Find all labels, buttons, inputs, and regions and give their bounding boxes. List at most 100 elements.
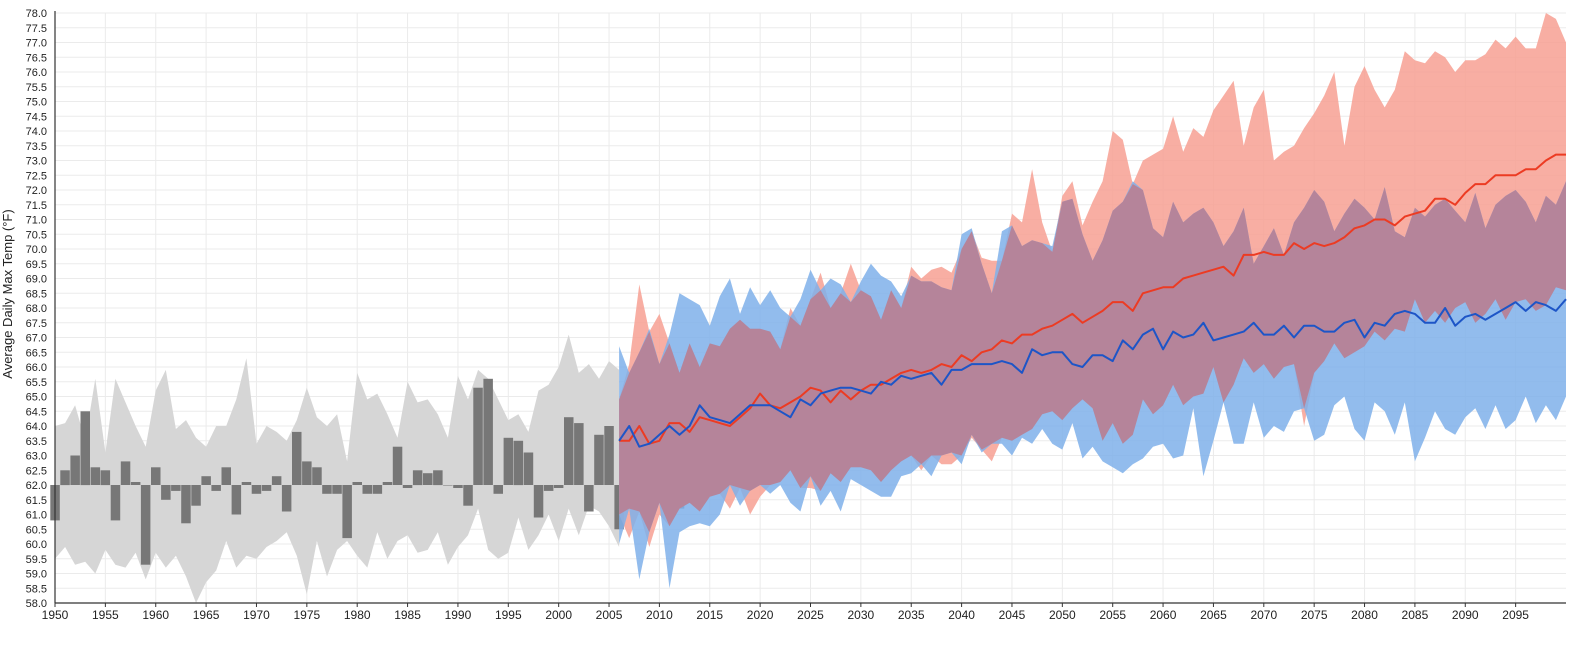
y-tick-label: 75.0 <box>26 97 47 109</box>
x-tick-label: 1965 <box>193 608 220 622</box>
observed-bar <box>80 411 90 486</box>
observed-bar <box>473 387 483 485</box>
observed-bar <box>362 485 372 494</box>
x-tick-label: 2015 <box>696 608 723 622</box>
y-tick-label: 74.5 <box>26 111 47 123</box>
y-tick-label: 62.0 <box>26 480 47 492</box>
observed-bar <box>130 482 141 485</box>
observed-bar <box>423 473 433 485</box>
observed-bar <box>312 467 322 485</box>
x-tick-label: 2000 <box>545 608 572 622</box>
x-tick-label: 2085 <box>1402 608 1429 622</box>
observed-bar <box>402 485 413 488</box>
observed-bar <box>231 485 242 515</box>
x-tick-label: 2045 <box>999 608 1026 622</box>
observed-bar <box>594 434 604 485</box>
y-tick-label: 68.0 <box>26 303 47 315</box>
y-tick-label: 66.5 <box>26 347 47 359</box>
x-tick-label: 1975 <box>293 608 320 622</box>
y-tick-label: 77.5 <box>26 23 47 35</box>
y-tick-label: 71.5 <box>26 200 47 212</box>
observed-bar <box>191 485 201 506</box>
y-tick-label: 61.0 <box>26 510 47 522</box>
observed-bar <box>171 485 181 491</box>
observed-bar <box>332 485 342 494</box>
y-tick-label: 70.0 <box>26 244 47 256</box>
observed-bar <box>392 446 403 485</box>
x-tick-label: 1985 <box>394 608 421 622</box>
x-tick-label: 2095 <box>1502 608 1529 622</box>
y-tick-label: 63.0 <box>26 451 47 463</box>
x-tick-label: 2065 <box>1200 608 1227 622</box>
y-tick-label: 76.5 <box>26 52 47 64</box>
observed-bar <box>221 467 231 485</box>
y-tick-label: 73.5 <box>26 141 47 153</box>
x-tick-label: 2050 <box>1049 608 1076 622</box>
y-tick-label: 65.5 <box>26 377 47 389</box>
x-tick-label: 2070 <box>1250 608 1277 622</box>
y-tick-label: 67.0 <box>26 333 47 345</box>
observed-bar <box>140 485 151 565</box>
observed-bar <box>483 378 493 485</box>
observed-bar <box>201 476 211 485</box>
observed-bar <box>533 485 544 518</box>
observed-bar <box>161 485 171 500</box>
x-tick-label: 2025 <box>797 608 824 622</box>
y-tick-label: 75.5 <box>26 82 47 94</box>
y-tick-label: 66.0 <box>26 362 47 374</box>
observed-bar <box>70 455 80 485</box>
y-tick-label: 60.0 <box>26 539 47 551</box>
y-tick-label: 74.0 <box>26 126 47 138</box>
x-tick-label: 2060 <box>1150 608 1177 622</box>
observed-bar <box>564 417 574 485</box>
observed-bar <box>503 437 514 485</box>
observed-bar <box>302 461 312 485</box>
observed-bar <box>322 485 332 494</box>
x-tick-label: 1995 <box>495 608 522 622</box>
y-tick-label: 60.5 <box>26 524 47 536</box>
y-tick-label: 65.0 <box>26 392 47 404</box>
y-tick-label: 59.0 <box>26 569 47 581</box>
x-tick-label: 1955 <box>92 608 119 622</box>
observed-bar <box>292 431 302 485</box>
observed-bar <box>281 485 292 512</box>
lower-emissions-median-line <box>618 298 1567 448</box>
observed-range-band <box>55 334 620 603</box>
observed-bar <box>412 470 423 486</box>
x-tick-label: 2040 <box>948 608 975 622</box>
x-tick-label: 2035 <box>898 608 925 622</box>
observed-bar <box>513 440 524 486</box>
observed-bar <box>120 461 131 485</box>
projected-median-lines-layer <box>618 153 1567 448</box>
x-tick-label: 1950 <box>42 608 69 622</box>
y-tick-label: 69.0 <box>26 274 47 286</box>
observed-bar <box>271 476 282 485</box>
observed-range-layer <box>55 334 620 603</box>
y-tick-label: 61.5 <box>26 495 47 507</box>
y-tick-label: 77.0 <box>26 38 47 50</box>
x-tick-label: 2010 <box>646 608 673 622</box>
y-tick-label: 64.5 <box>26 406 47 418</box>
y-tick-label: 73.0 <box>26 156 47 168</box>
x-tick-label: 1970 <box>243 608 270 622</box>
y-axis-label: Average Daily Max Temp (°F) <box>0 209 15 379</box>
observed-bar <box>60 470 70 486</box>
observed-bar <box>604 426 614 485</box>
observed-bar <box>543 485 554 491</box>
observed-bar <box>463 485 473 506</box>
higher-emissions-median-line <box>619 153 1566 445</box>
y-tick-label: 62.5 <box>26 465 47 477</box>
y-tick-label: 72.0 <box>26 185 47 197</box>
x-tick-label: 1980 <box>344 608 371 622</box>
observed-bar <box>523 452 534 485</box>
observed-bar <box>342 485 352 539</box>
observed-bar <box>151 467 161 485</box>
x-tick-labels: 1950 1955 1960 1965 1970 1975 1980 1985 1990 1995… <box>42 603 1529 622</box>
x-tick-label: 2030 <box>848 608 875 622</box>
y-tick-label: 58.5 <box>26 583 47 595</box>
observed-bar <box>493 485 503 494</box>
y-tick-label: 64.0 <box>26 421 47 433</box>
observed-bar <box>372 485 383 494</box>
